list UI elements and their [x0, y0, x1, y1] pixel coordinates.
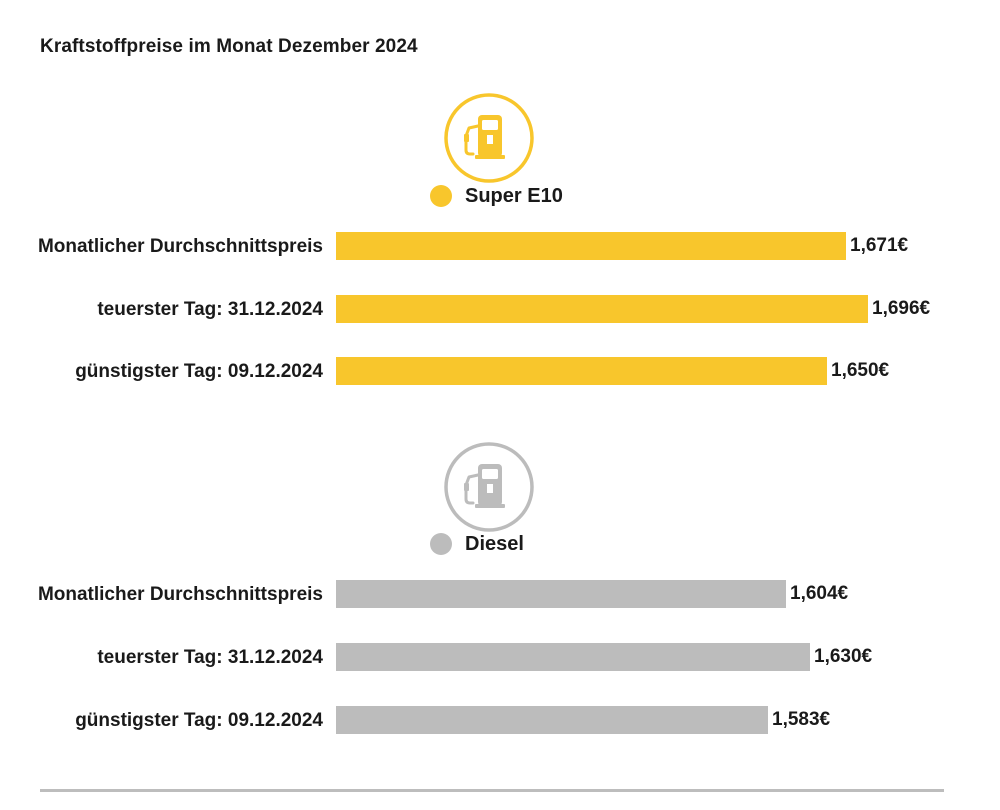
category-label: Monatlicher Durchschnittspreis — [37, 236, 323, 257]
fuel-pump-icon — [443, 441, 535, 533]
data-label: 1,696€ — [872, 298, 931, 319]
legend-label: Super E10 — [465, 184, 563, 207]
category-label: teuerster Tag: 31.12.2024 — [97, 299, 323, 320]
bar-row: günstigster Tag: 09.12.2024 1,583€ — [0, 706, 1000, 736]
bar-row: teuerster Tag: 31.12.2024 1,630€ — [0, 643, 1000, 673]
bar-diesel — [336, 643, 810, 671]
data-label: 1,671€ — [850, 235, 909, 256]
bar-row: Monatlicher Durchschnittspreis 1,604€ — [0, 580, 1000, 610]
data-label: 1,583€ — [772, 709, 831, 730]
data-label: 1,604€ — [790, 583, 849, 604]
bar-super-e10 — [336, 295, 868, 323]
bar-row: teuerster Tag: 31.12.2024 1,696€ — [0, 295, 1000, 325]
bar-row: Monatlicher Durchschnittspreis 1,671€ — [0, 232, 1000, 262]
category-label: günstigster Tag: 09.12.2024 — [75, 361, 323, 382]
legend-super-e10: Super E10 — [430, 183, 563, 209]
legend-swatch — [430, 533, 452, 555]
legend-swatch — [430, 185, 452, 207]
data-label: 1,650€ — [831, 360, 890, 381]
legend-label: Diesel — [465, 532, 524, 555]
bar-diesel — [336, 580, 786, 608]
category-label: teuerster Tag: 31.12.2024 — [97, 647, 323, 668]
bar-diesel — [336, 706, 768, 734]
fuel-pump-icon — [443, 92, 535, 184]
category-label: Monatlicher Durchschnittspreis — [37, 584, 323, 605]
category-label: günstigster Tag: 09.12.2024 — [75, 710, 323, 731]
chart-title: Kraftstoffpreise im Monat Dezember 2024 — [40, 36, 418, 57]
bar-super-e10 — [336, 232, 846, 260]
data-label: 1,630€ — [814, 646, 873, 667]
bar-row: günstigster Tag: 09.12.2024 1,650€ — [0, 357, 1000, 387]
legend-diesel: Diesel — [430, 531, 524, 557]
bottom-divider — [40, 789, 944, 792]
bar-super-e10 — [336, 357, 827, 385]
